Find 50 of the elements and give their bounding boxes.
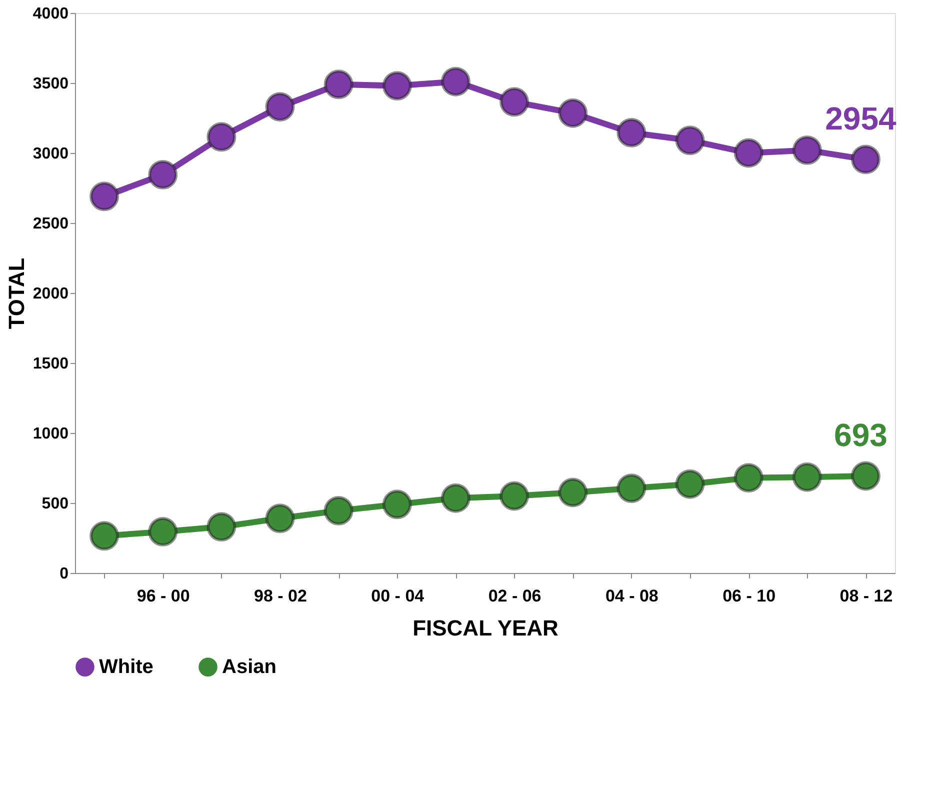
point <box>148 160 178 190</box>
x-tick-label: 00 - 04 <box>371 586 425 606</box>
point <box>675 469 705 499</box>
y-tick-label: 500 <box>42 496 69 512</box>
point <box>616 474 646 504</box>
point <box>792 135 822 165</box>
x-axis-title: FISCAL YEAR <box>412 616 559 640</box>
point <box>148 516 178 546</box>
y-tick-label: 1000 <box>32 426 69 442</box>
point <box>382 490 412 520</box>
x-tick-label: 98 - 02 <box>254 586 307 606</box>
point <box>90 521 120 551</box>
legend-label: White <box>99 656 154 678</box>
point <box>265 504 295 534</box>
point <box>558 478 588 508</box>
legend-label: Asian <box>222 656 276 678</box>
y-tick-label: 0 <box>60 566 69 582</box>
point <box>734 138 764 168</box>
point <box>500 87 530 117</box>
y-tick-label: 3000 <box>32 146 69 162</box>
y-tick-label: 2500 <box>32 216 69 232</box>
point <box>616 118 646 148</box>
data-label: 693 <box>834 416 888 453</box>
point <box>440 483 470 513</box>
point <box>734 463 764 493</box>
y-tick-label: 3500 <box>32 76 69 92</box>
point <box>90 182 120 212</box>
y-tick-label: 2000 <box>32 286 69 302</box>
point <box>206 122 236 152</box>
point <box>500 481 530 511</box>
x-tick-label: 08 - 12 <box>840 586 893 606</box>
x-tick-label: 04 - 08 <box>605 586 658 606</box>
x-tick-label: 02 - 06 <box>488 586 542 606</box>
point <box>206 512 236 542</box>
point <box>850 144 880 174</box>
point <box>324 70 354 100</box>
x-tick-label: 06 - 10 <box>722 586 776 606</box>
point <box>265 92 295 122</box>
point <box>324 496 354 526</box>
y-axis-title: TOTAL <box>4 258 29 330</box>
y-tick-label: 1500 <box>32 356 69 372</box>
point <box>675 126 705 156</box>
point <box>558 98 588 128</box>
x-tick-label: 96 - 00 <box>136 586 190 606</box>
point <box>792 462 822 492</box>
data-label: 2954 <box>825 100 897 136</box>
y-tick-label: 4000 <box>32 6 69 22</box>
point <box>440 66 470 96</box>
point <box>850 461 880 491</box>
point <box>382 71 412 101</box>
